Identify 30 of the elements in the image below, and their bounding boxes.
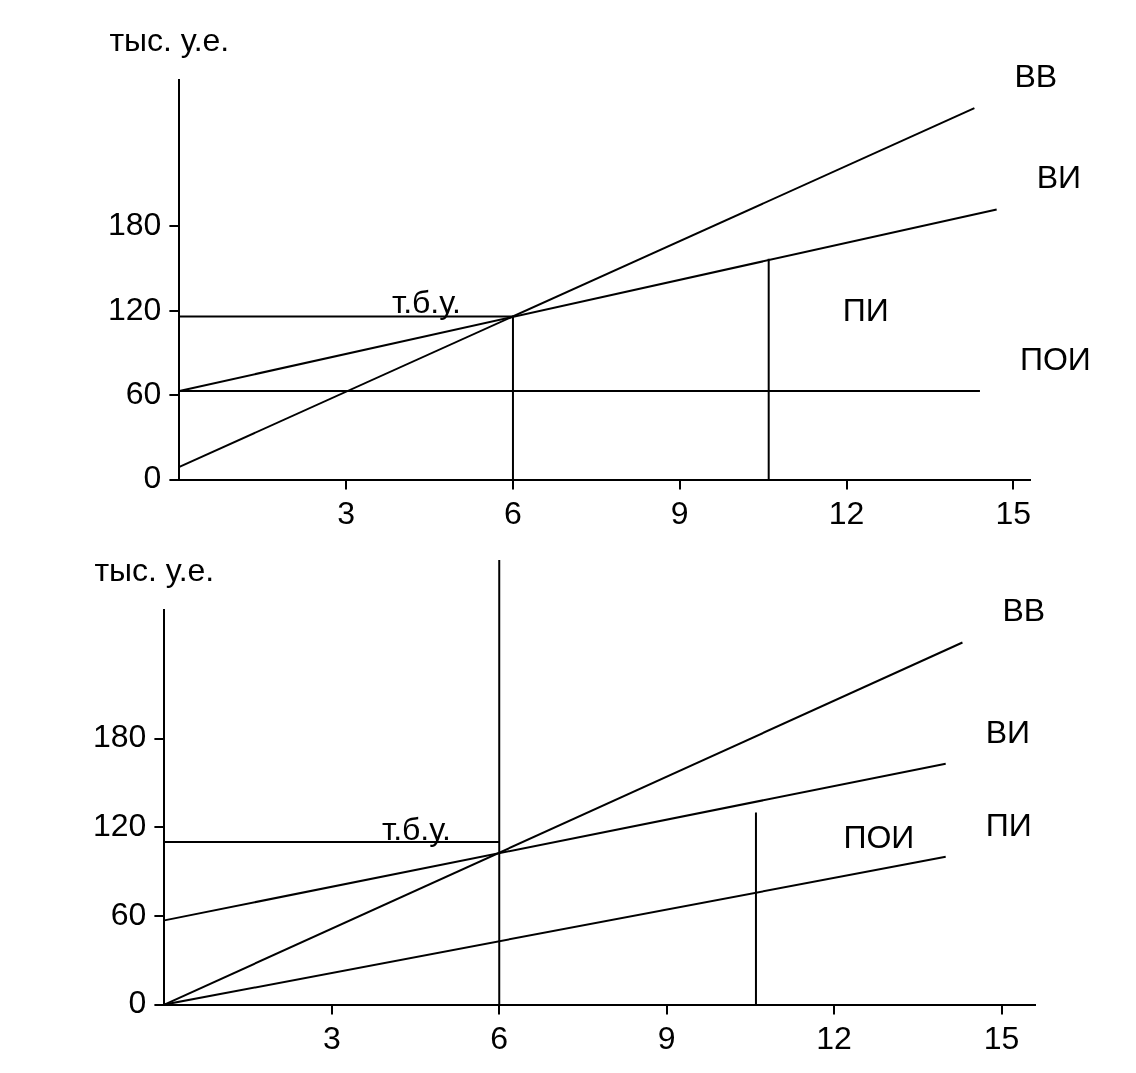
x-tick-label: 15 bbox=[995, 494, 1032, 531]
y-tick-label: 120 bbox=[93, 807, 147, 844]
x-tick-label: 15 bbox=[983, 1019, 1020, 1056]
y-tick-label: 180 bbox=[108, 206, 162, 243]
x-tick-label: 6 bbox=[504, 494, 522, 531]
x-tick-label: 9 bbox=[670, 494, 689, 531]
x-tick-label: 9 bbox=[657, 1019, 676, 1056]
series-label: ВИ bbox=[985, 713, 1031, 750]
y-axis-title: тыс. у.е. bbox=[94, 551, 215, 588]
y-tick-label: 0 bbox=[143, 459, 162, 496]
series-label: ПИ bbox=[985, 806, 1032, 843]
series-label: ВИ bbox=[1036, 159, 1081, 196]
x-tick-label: 6 bbox=[490, 1019, 509, 1056]
x-tick-label: 12 bbox=[816, 1019, 852, 1056]
y-axis-title: тыс. у.е. bbox=[109, 21, 230, 58]
y-tick-label: 0 bbox=[128, 984, 147, 1021]
series-label: ВВ bbox=[1014, 57, 1058, 94]
y-tick-label: 180 bbox=[93, 718, 147, 755]
annotation: ПИ bbox=[842, 291, 889, 328]
annotation: т.б.у. bbox=[392, 283, 461, 320]
y-tick-label: 60 bbox=[125, 375, 162, 412]
series-label: ПОИ bbox=[1019, 340, 1091, 377]
series-label: ВВ bbox=[1002, 592, 1046, 629]
annotation: ПОИ bbox=[843, 818, 915, 855]
y-tick-label: 120 bbox=[108, 290, 162, 327]
x-tick-label: 3 bbox=[337, 494, 356, 531]
x-tick-label: 3 bbox=[322, 1019, 341, 1056]
x-tick-label: 12 bbox=[828, 494, 865, 531]
y-tick-label: 60 bbox=[110, 895, 147, 932]
annotation: т.б.у. bbox=[382, 810, 451, 847]
